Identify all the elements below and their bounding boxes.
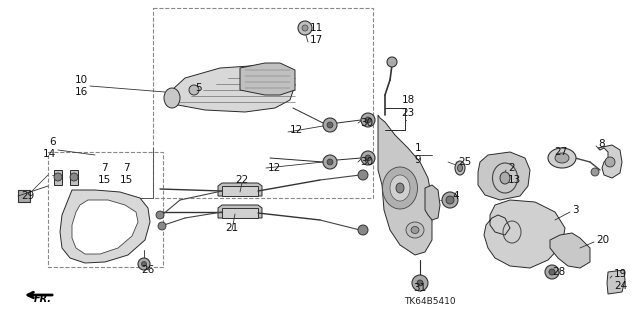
Circle shape	[549, 269, 555, 275]
Ellipse shape	[390, 175, 410, 201]
Circle shape	[158, 222, 166, 230]
Polygon shape	[70, 170, 78, 185]
Circle shape	[327, 122, 333, 128]
Ellipse shape	[555, 153, 569, 163]
Text: 15: 15	[120, 175, 132, 185]
Bar	[222, 208, 258, 218]
Text: 9: 9	[415, 155, 421, 165]
Ellipse shape	[548, 148, 576, 168]
Circle shape	[189, 85, 199, 95]
Polygon shape	[550, 233, 590, 268]
Polygon shape	[425, 185, 440, 220]
Circle shape	[365, 155, 371, 161]
Circle shape	[361, 151, 375, 165]
Polygon shape	[168, 65, 295, 112]
Text: 2: 2	[508, 163, 515, 173]
Text: 24: 24	[614, 281, 627, 291]
Polygon shape	[484, 200, 565, 268]
Text: 29: 29	[21, 191, 35, 201]
Text: 7: 7	[100, 163, 108, 173]
Text: 1: 1	[415, 143, 421, 153]
Polygon shape	[478, 152, 530, 200]
Polygon shape	[598, 145, 622, 178]
Circle shape	[417, 280, 423, 286]
Ellipse shape	[458, 165, 463, 172]
Text: 31: 31	[413, 283, 427, 293]
Text: 23: 23	[401, 108, 415, 118]
Text: 30: 30	[360, 157, 373, 167]
Circle shape	[323, 155, 337, 169]
Circle shape	[156, 211, 164, 219]
Circle shape	[412, 275, 428, 291]
Bar	[222, 186, 258, 196]
Circle shape	[365, 117, 371, 123]
Ellipse shape	[396, 183, 404, 193]
Ellipse shape	[500, 172, 510, 184]
Circle shape	[591, 168, 599, 176]
Circle shape	[141, 262, 147, 266]
Ellipse shape	[411, 226, 419, 234]
Text: 25: 25	[458, 157, 471, 167]
Ellipse shape	[164, 88, 180, 108]
Polygon shape	[378, 115, 432, 255]
Text: 3: 3	[572, 205, 579, 215]
Text: 8: 8	[598, 139, 605, 149]
Polygon shape	[218, 205, 262, 218]
Polygon shape	[240, 63, 295, 95]
Polygon shape	[607, 270, 625, 294]
Circle shape	[446, 196, 454, 204]
Text: TK64B5410: TK64B5410	[404, 298, 456, 307]
Text: 28: 28	[552, 267, 565, 277]
Text: 30: 30	[360, 118, 373, 128]
Circle shape	[358, 170, 368, 180]
Circle shape	[358, 225, 368, 235]
Text: 12: 12	[290, 125, 303, 135]
Text: 14: 14	[43, 149, 56, 159]
Text: 18: 18	[401, 95, 415, 105]
Text: 21: 21	[225, 223, 239, 233]
Circle shape	[327, 159, 333, 165]
Circle shape	[545, 265, 559, 279]
Text: 17: 17	[310, 35, 323, 45]
Bar	[48, 152, 163, 267]
Circle shape	[298, 21, 312, 35]
Text: FR.: FR.	[34, 294, 52, 304]
Text: 6: 6	[49, 137, 56, 147]
Circle shape	[70, 173, 78, 181]
Circle shape	[323, 118, 337, 132]
Circle shape	[138, 258, 150, 270]
Text: 19: 19	[614, 269, 627, 279]
Text: 20: 20	[596, 235, 609, 245]
Ellipse shape	[383, 167, 417, 209]
Text: 7: 7	[123, 163, 129, 173]
Bar	[153, 8, 373, 198]
Circle shape	[302, 25, 308, 31]
Circle shape	[387, 57, 397, 67]
Circle shape	[361, 113, 375, 127]
Text: 12: 12	[268, 163, 281, 173]
Text: 13: 13	[508, 175, 521, 185]
Polygon shape	[60, 190, 150, 263]
Text: 10: 10	[75, 75, 88, 85]
Bar	[18, 190, 30, 202]
Ellipse shape	[406, 222, 424, 238]
Polygon shape	[54, 170, 62, 185]
Text: 16: 16	[75, 87, 88, 97]
Polygon shape	[72, 200, 138, 254]
Text: 5: 5	[195, 83, 202, 93]
Polygon shape	[218, 183, 262, 196]
Circle shape	[605, 157, 615, 167]
Text: 26: 26	[141, 265, 155, 275]
Ellipse shape	[455, 161, 465, 175]
Text: 15: 15	[97, 175, 111, 185]
Text: 11: 11	[310, 23, 323, 33]
Text: 22: 22	[236, 175, 248, 185]
Circle shape	[54, 173, 62, 181]
Text: 27: 27	[554, 147, 567, 157]
Text: 4: 4	[452, 191, 459, 201]
Circle shape	[442, 192, 458, 208]
